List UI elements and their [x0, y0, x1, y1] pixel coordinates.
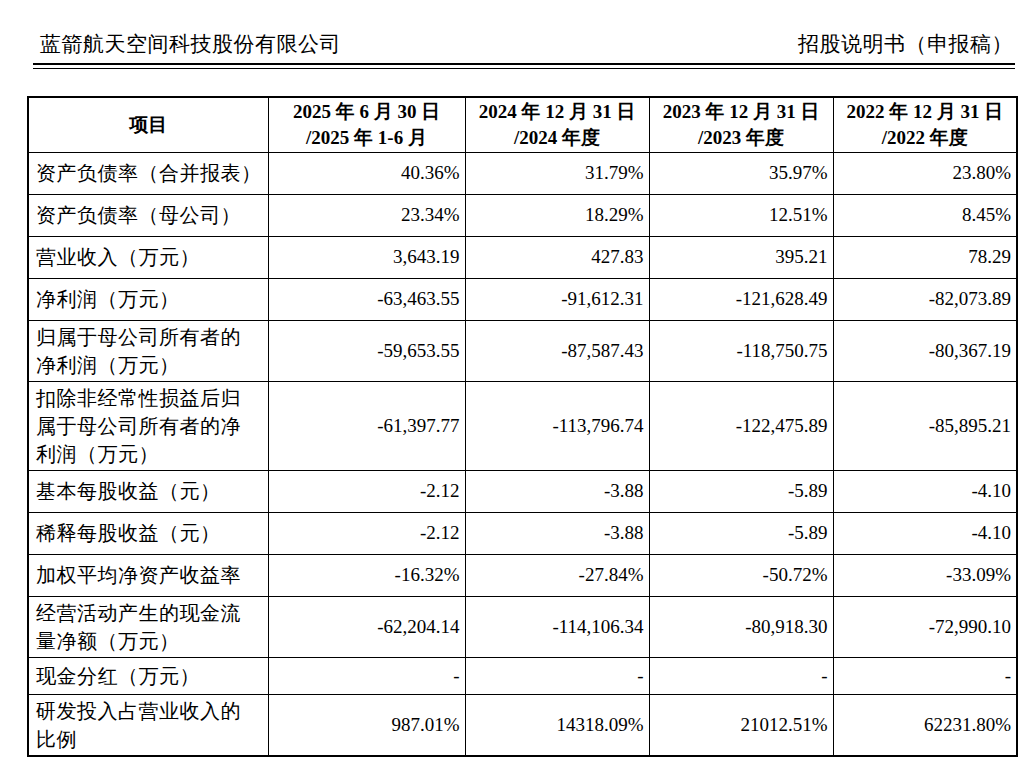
row-value: 21012.51%: [649, 694, 833, 756]
row-label: 加权平均净资产收益率: [28, 554, 268, 596]
row-label: 研发投入占营业收入的 比例: [28, 694, 268, 756]
row-value: -4.10: [833, 512, 1017, 554]
row-value: -: [833, 657, 1017, 694]
row-value: -: [268, 657, 465, 694]
row-value: 62231.80%: [833, 694, 1017, 756]
row-value: -63,463.55: [268, 278, 465, 320]
financial-indicators-table: 项目2025 年 6 月 30 日/2025 年 1-6 月2024 年 12 …: [27, 96, 1018, 757]
row-value: -118,750.75: [649, 320, 833, 381]
row-value: -50.72%: [649, 554, 833, 596]
row-value: -2.12: [268, 470, 465, 512]
row-value: -62,204.14: [268, 596, 465, 657]
row-value: -27.84%: [465, 554, 649, 596]
column-header: 项目: [28, 97, 268, 152]
row-value: -5.89: [649, 470, 833, 512]
row-label: 扣除非经常性损益后归 属于母公司所有者的净 利润（万元）: [28, 381, 268, 470]
row-value: 395.21: [649, 236, 833, 278]
table-header-row: 项目2025 年 6 月 30 日/2025 年 1-6 月2024 年 12 …: [28, 97, 1017, 152]
row-label: 净利润（万元）: [28, 278, 268, 320]
row-value: -3.88: [465, 470, 649, 512]
table-row: 稀释每股收益（元）-2.12-3.88-5.89-4.10: [28, 512, 1017, 554]
document-header: 蓝箭航天空间科技股份有限公司 招股说明书（申报稿）: [40, 30, 1013, 58]
row-value: -113,796.74: [465, 381, 649, 470]
column-header-line: 2022 年 12 月 31 日: [836, 99, 1015, 125]
row-label: 稀释每股收益（元）: [28, 512, 268, 554]
column-header-line: /2022 年度: [836, 125, 1015, 151]
row-value: -72,990.10: [833, 596, 1017, 657]
table-row: 现金分红（万元）----: [28, 657, 1017, 694]
table-row: 研发投入占营业收入的 比例987.01%14318.09%21012.51%62…: [28, 694, 1017, 756]
row-value: -85,895.21: [833, 381, 1017, 470]
table-row: 归属于母公司所有者的 净利润（万元）-59,653.55-87,587.43-1…: [28, 320, 1017, 381]
row-value: 18.29%: [465, 194, 649, 236]
table-row: 净利润（万元）-63,463.55-91,612.31-121,628.49-8…: [28, 278, 1017, 320]
column-header: 2023 年 12 月 31 日/2023 年度: [649, 97, 833, 152]
row-label: 资产负债率（母公司）: [28, 194, 268, 236]
row-value: -33.09%: [833, 554, 1017, 596]
row-value: -4.10: [833, 470, 1017, 512]
row-value: -59,653.55: [268, 320, 465, 381]
row-value: 23.80%: [833, 152, 1017, 194]
prospectus-page: 蓝箭航天空间科技股份有限公司 招股说明书（申报稿） 项目2025 年 6 月 3…: [0, 0, 1024, 775]
row-value: -114,106.34: [465, 596, 649, 657]
row-value: 78.29: [833, 236, 1017, 278]
table-body: 资产负债率（合并报表）40.36%31.79%35.97%23.80%资产负债率…: [28, 152, 1017, 756]
column-header: 2024 年 12 月 31 日/2024 年度: [465, 97, 649, 152]
row-value: -82,073.89: [833, 278, 1017, 320]
column-header-line: /2025 年 1-6 月: [271, 125, 463, 151]
row-label: 归属于母公司所有者的 净利润（万元）: [28, 320, 268, 381]
row-value: -121,628.49: [649, 278, 833, 320]
column-header-line: /2024 年度: [468, 125, 647, 151]
row-value: 31.79%: [465, 152, 649, 194]
company-name: 蓝箭航天空间科技股份有限公司: [40, 30, 341, 58]
row-value: -87,587.43: [465, 320, 649, 381]
header-divider-rule: [33, 63, 1015, 69]
table-row: 营业收入（万元）3,643.19427.83395.2178.29: [28, 236, 1017, 278]
row-value: -80,367.19: [833, 320, 1017, 381]
document-type-label: 招股说明书（申报稿）: [798, 30, 1013, 58]
row-value: 40.36%: [268, 152, 465, 194]
row-value: 3,643.19: [268, 236, 465, 278]
row-value: 23.34%: [268, 194, 465, 236]
row-label: 现金分红（万元）: [28, 657, 268, 694]
table-row: 扣除非经常性损益后归 属于母公司所有者的净 利润（万元）-61,397.77-1…: [28, 381, 1017, 470]
row-label: 基本每股收益（元）: [28, 470, 268, 512]
table-row: 基本每股收益（元）-2.12-3.88-5.89-4.10: [28, 470, 1017, 512]
row-value: 8.45%: [833, 194, 1017, 236]
table-row: 加权平均净资产收益率-16.32%-27.84%-50.72%-33.09%: [28, 554, 1017, 596]
row-value: -5.89: [649, 512, 833, 554]
row-value: 14318.09%: [465, 694, 649, 756]
row-value: -3.88: [465, 512, 649, 554]
row-value: 427.83: [465, 236, 649, 278]
row-value: 12.51%: [649, 194, 833, 236]
column-header: 2025 年 6 月 30 日/2025 年 1-6 月: [268, 97, 465, 152]
row-value: -: [465, 657, 649, 694]
row-label: 资产负债率（合并报表）: [28, 152, 268, 194]
row-value: -2.12: [268, 512, 465, 554]
column-header-line: 项目: [31, 112, 266, 138]
column-header-line: 2023 年 12 月 31 日: [652, 99, 831, 125]
column-header-line: /2023 年度: [652, 125, 831, 151]
row-value: -16.32%: [268, 554, 465, 596]
table-row: 经营活动产生的现金流 量净额（万元）-62,204.14-114,106.34-…: [28, 596, 1017, 657]
table-row: 资产负债率（合并报表）40.36%31.79%35.97%23.80%: [28, 152, 1017, 194]
row-label: 经营活动产生的现金流 量净额（万元）: [28, 596, 268, 657]
row-value: -91,612.31: [465, 278, 649, 320]
row-label: 营业收入（万元）: [28, 236, 268, 278]
row-value: 987.01%: [268, 694, 465, 756]
table-row: 资产负债率（母公司）23.34%18.29%12.51%8.45%: [28, 194, 1017, 236]
row-value: -80,918.30: [649, 596, 833, 657]
column-header-line: 2025 年 6 月 30 日: [271, 99, 463, 125]
column-header: 2022 年 12 月 31 日/2022 年度: [833, 97, 1017, 152]
row-value: -122,475.89: [649, 381, 833, 470]
row-value: 35.97%: [649, 152, 833, 194]
column-header-line: 2024 年 12 月 31 日: [468, 99, 647, 125]
row-value: -: [649, 657, 833, 694]
row-value: -61,397.77: [268, 381, 465, 470]
